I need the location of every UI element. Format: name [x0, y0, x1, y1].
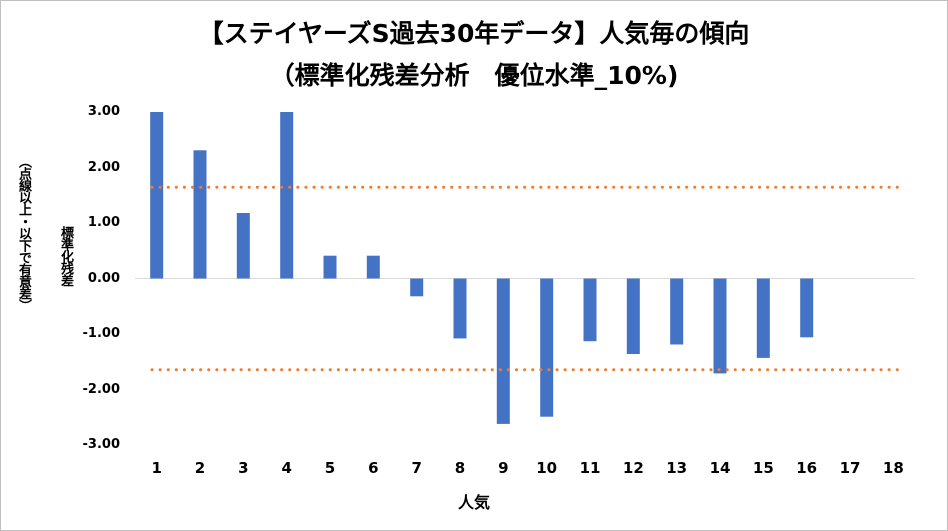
x-tick-label: 16	[796, 459, 818, 477]
bar-10	[540, 278, 554, 417]
bar-12	[626, 278, 640, 354]
bar-3	[236, 213, 250, 279]
y-tick-label: 3.00	[87, 104, 120, 119]
x-tick-label: 8	[454, 459, 466, 477]
x-axis-label: 人気	[457, 493, 490, 512]
bar-4	[280, 112, 294, 279]
x-tick-label: 15	[752, 459, 774, 477]
x-tick-label: 4	[281, 459, 292, 477]
chart-title: 【ステイヤーズS過去30年データ】人気毎の傾向	[198, 19, 750, 48]
y-tick-label: -3.00	[82, 437, 120, 452]
x-tick-label: 6	[368, 459, 379, 477]
y-tick-label: 1.00	[87, 215, 120, 230]
y-tick-label: -1.00	[82, 326, 120, 341]
bar-5	[323, 255, 337, 279]
y-tick-label: -2.00	[82, 381, 120, 397]
x-tick-label: 14	[709, 459, 731, 477]
x-tick-label: 1	[151, 459, 162, 477]
x-tick-label: 2	[194, 459, 206, 477]
x-tick-label: 13	[666, 459, 688, 477]
x-tick-label: 10	[536, 459, 558, 477]
y-tick-label: 0.00	[87, 270, 120, 286]
bar-9	[496, 278, 510, 424]
bar-16	[800, 278, 814, 338]
y-tick-label: 2.00	[87, 159, 120, 175]
bar-11	[583, 278, 597, 342]
bar-2	[193, 150, 207, 279]
bar-8	[453, 278, 467, 339]
x-tick-label: 11	[579, 459, 601, 477]
bar-14	[713, 278, 727, 374]
x-tick-label: 9	[498, 459, 509, 477]
bar-1	[150, 112, 164, 279]
x-tick-label: 17	[839, 459, 861, 477]
x-tick-label: 12	[622, 459, 644, 477]
bar-6	[366, 255, 380, 279]
bar-13	[670, 278, 684, 345]
x-tick-label: 5	[324, 459, 336, 477]
bar-15	[756, 278, 770, 358]
x-tick-label: 7	[411, 459, 422, 477]
chart-subtitle: （標準化残差分析 優位水準_10%)	[269, 61, 679, 90]
bar-7	[410, 278, 424, 297]
y-axis-note: （点線以上・以下で有意差）	[16, 155, 31, 311]
x-tick-label: 18	[882, 459, 904, 477]
y-axis-label: 標準化残差	[58, 226, 73, 286]
x-tick-label: 3	[238, 459, 249, 477]
